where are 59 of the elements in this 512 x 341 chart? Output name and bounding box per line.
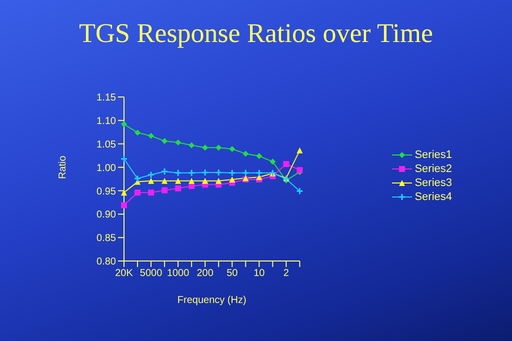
y-tick-label: 0.85 [96,233,116,244]
point [188,178,195,184]
point [175,178,182,184]
point [121,202,127,208]
y-tick-label: 1.05 [96,139,116,150]
point [202,144,208,151]
x-tick-label: 20K [115,268,134,280]
point [229,176,236,182]
x-tick-label: 1000 [166,268,190,280]
point [216,144,222,151]
point [242,169,250,177]
point [121,121,127,128]
x-tick-label: 200 [196,268,214,280]
point [270,158,276,165]
y-tick-label: 0.95 [96,186,116,198]
point [148,190,154,196]
point [175,185,182,192]
point [147,171,155,179]
point [283,161,290,168]
point [188,169,196,177]
chart-title: TGS Response Ratios over Time [78,18,434,49]
point [134,130,141,136]
legend-label: Series4 [414,191,452,203]
point [148,178,154,184]
point [255,169,263,177]
x-tick-label: 2 [283,268,290,280]
point [202,178,208,184]
point [188,142,195,148]
point [214,168,222,176]
point [160,168,168,176]
point [162,138,168,144]
point [201,168,209,176]
legend-label: Series1 [414,149,452,161]
x-axis-title: Frequency (Hz) [177,295,246,306]
x-tick-label: 50 [226,268,238,280]
y-tick-label: 1.00 [96,162,116,174]
point [148,132,154,139]
point [134,190,141,196]
x-tick-label: 10 [254,268,266,280]
y-tick-label: 1.15 [96,92,116,104]
point [296,147,303,154]
point [228,169,236,177]
point [256,153,262,160]
point [162,187,168,194]
legend-label: Series3 [414,177,452,189]
point [229,146,236,152]
y-tick-label: 1.10 [96,116,116,127]
y-tick-label: 0.90 [96,210,116,221]
point [134,174,142,182]
point [175,139,182,146]
point [174,169,182,177]
point [121,190,127,196]
point [216,178,222,184]
x-tick-label: 5000 [140,268,163,280]
legend-label: Series2 [414,163,452,175]
y-tick-label: 0.80 [96,256,116,268]
point [242,150,249,157]
point [162,178,168,184]
y-axis-title: Ratio [58,155,69,179]
